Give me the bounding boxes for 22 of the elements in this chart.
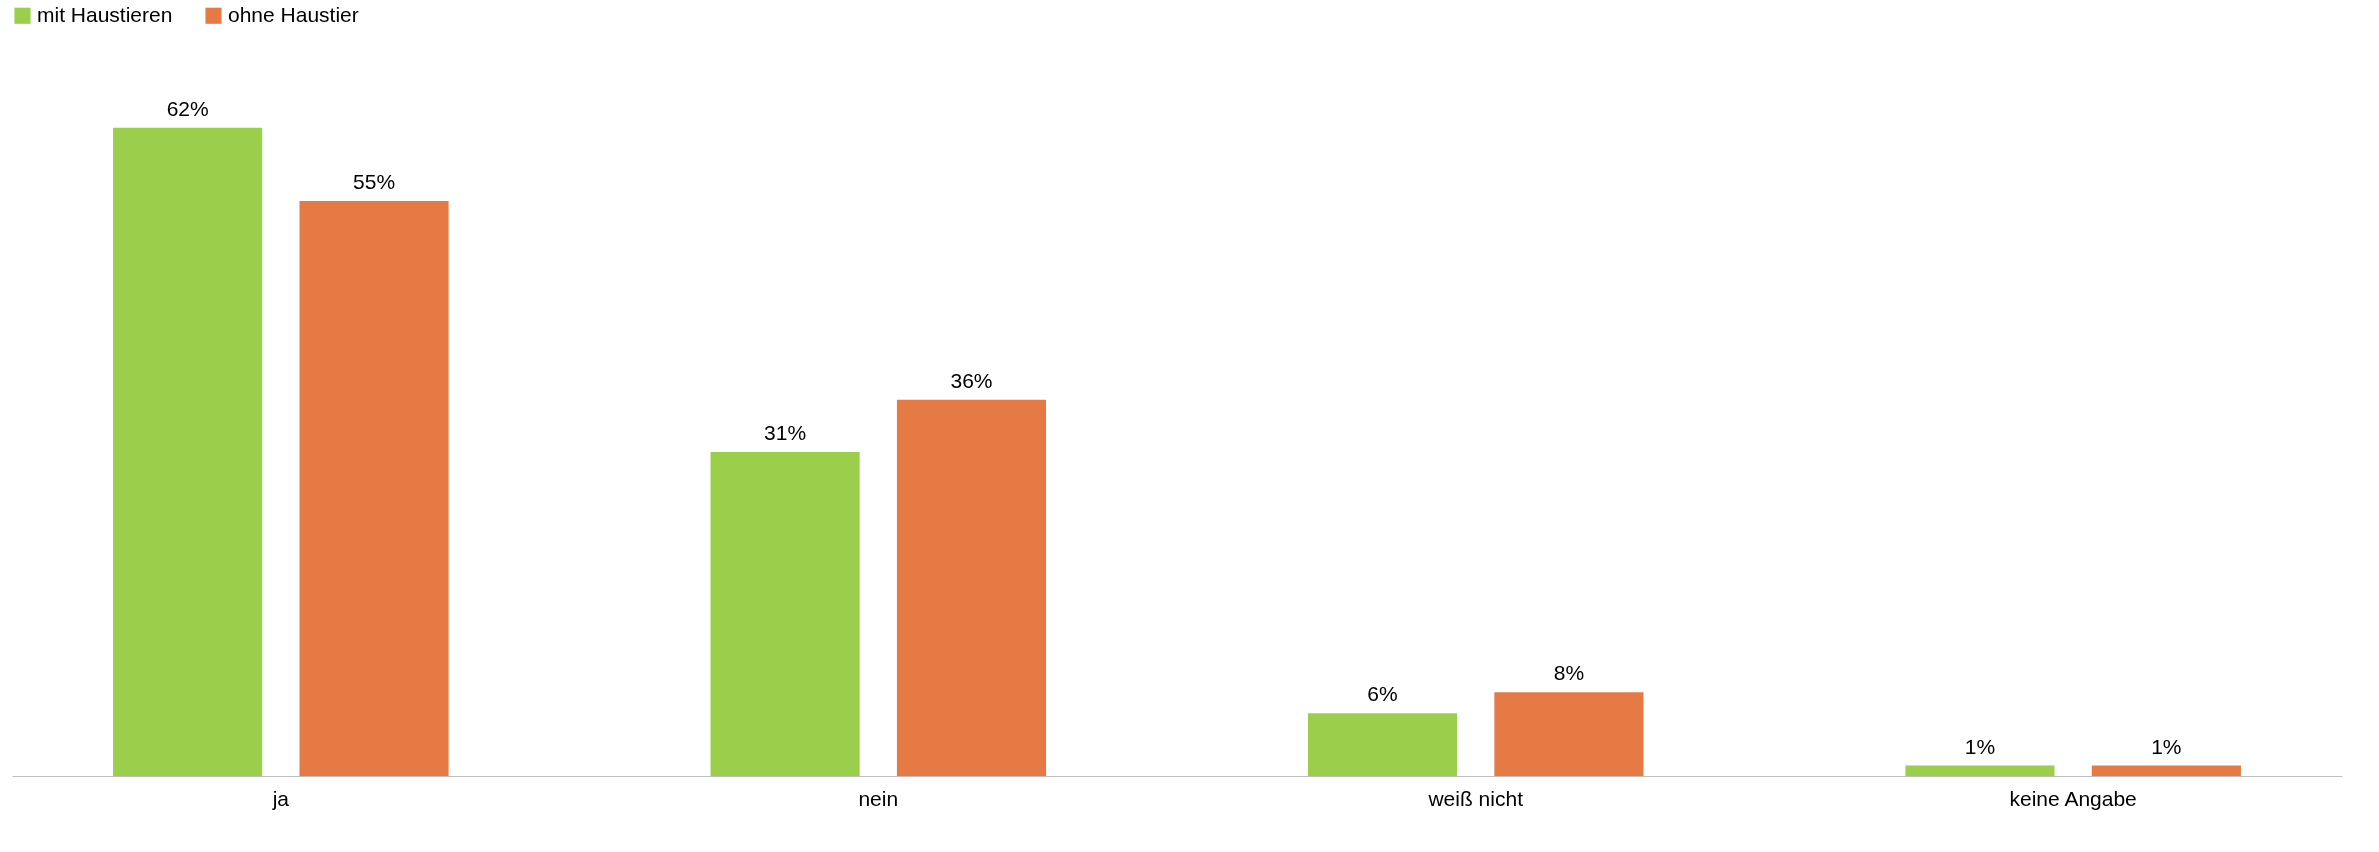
x-tick-label: nein [858, 786, 899, 810]
data-label: 36% [950, 368, 993, 392]
data-label: 55% [353, 170, 396, 194]
x-tick-label: ja [271, 786, 290, 810]
bar [1307, 713, 1458, 776]
data-label: 1% [1964, 734, 1996, 758]
data-label: 1% [2151, 734, 2182, 758]
data-label: 31% [764, 420, 807, 444]
data-label: 62% [166, 96, 209, 120]
legend-label: ohne Haustier [228, 2, 359, 26]
bar [896, 399, 1047, 776]
x-tick-label: weiß nicht [1427, 786, 1524, 810]
bar [1494, 692, 1644, 776]
legend-label: mit Haustieren [37, 2, 173, 26]
x-tick-label: keine Angabe [2009, 786, 2137, 810]
bar [2091, 765, 2241, 776]
bar [113, 127, 263, 776]
bar [710, 451, 860, 776]
bar [299, 201, 449, 776]
data-label: 6% [1367, 682, 1398, 706]
data-label: 8% [1553, 661, 1585, 685]
bar [1905, 765, 2055, 776]
